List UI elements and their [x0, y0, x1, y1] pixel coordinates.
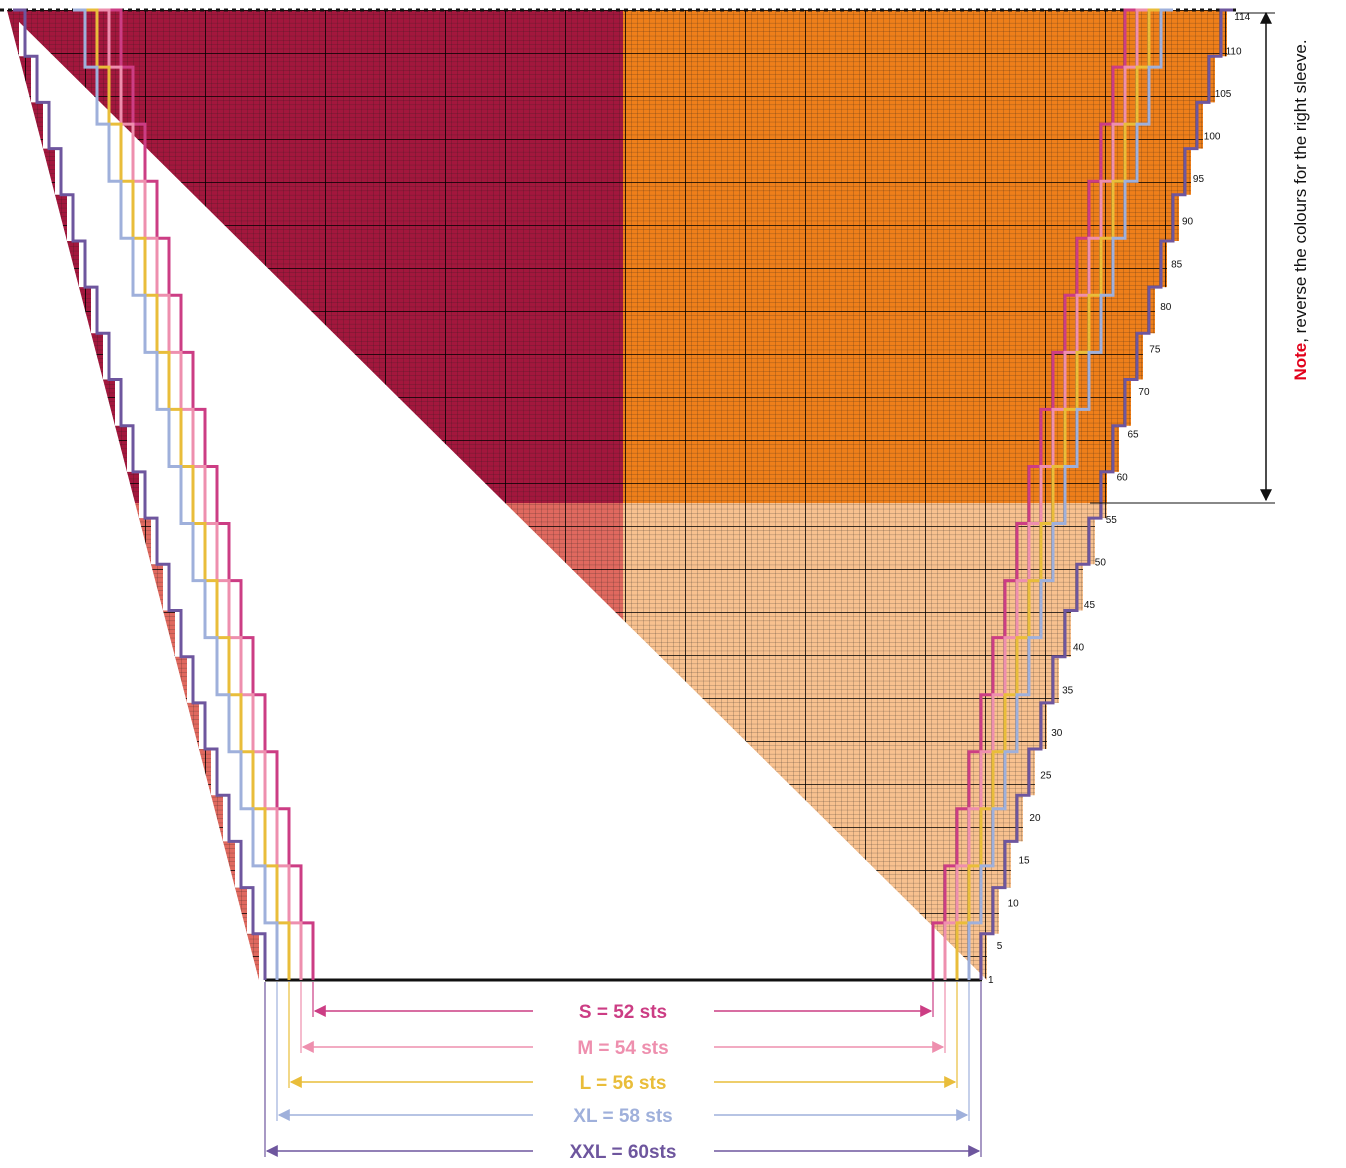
row-numbers: 1141101051009590858075706560555045403530…: [988, 12, 1251, 986]
upper-section-bracket: [1090, 11, 1275, 504]
chart-body: [7, 10, 1239, 980]
row-number: 10: [1008, 898, 1020, 909]
row-number: 100: [1204, 132, 1221, 143]
row-number: 110: [1226, 46, 1242, 57]
note-label: Note: [1291, 342, 1310, 381]
size-label-m: M = 54 sts: [577, 1038, 668, 1059]
row-number: 55: [1106, 515, 1118, 526]
note-body: , reverse the colours for the right slee…: [1291, 39, 1310, 343]
outline-m-right: [943, 8, 1149, 980]
note-text: Note, reverse the colours for the right …: [1291, 0, 1311, 460]
outline-s-right: [931, 8, 1137, 980]
row-number: 35: [1062, 685, 1074, 696]
row-number: 15: [1019, 856, 1031, 867]
lower-left-block: [7, 503, 623, 980]
row-number: 75: [1149, 345, 1161, 356]
row-number: 70: [1138, 387, 1150, 398]
outline-s-left: [109, 8, 315, 980]
row-number: 95: [1193, 174, 1205, 185]
size-outlines: [13, 8, 1233, 980]
row-number: 25: [1040, 771, 1052, 782]
row-number: 20: [1029, 813, 1041, 824]
row-number: 114: [1234, 12, 1250, 23]
row-number: 105: [1215, 89, 1232, 100]
size-measures: S = 52 sts M = 54 sts L = 56 sts XL = 58 st…: [264, 982, 982, 1163]
outline-xl-right: [967, 8, 1173, 980]
outline-l-left: [85, 8, 291, 980]
row-number: 1: [988, 975, 994, 986]
size-label-xl: XL = 58 sts: [573, 1106, 672, 1127]
row-number: 5: [997, 941, 1003, 952]
row-number: 90: [1182, 217, 1194, 228]
coarse-grid: [7, 10, 1239, 980]
row-number: 30: [1051, 728, 1063, 739]
size-label-s: S = 52 sts: [579, 1002, 667, 1023]
row-number: 50: [1095, 558, 1107, 569]
outline-xxl-left: [13, 8, 267, 980]
row-number: 40: [1073, 643, 1085, 654]
row-number: 60: [1117, 472, 1129, 483]
size-label-xxl: XXL = 60sts: [570, 1142, 677, 1163]
outline-m-left: [97, 8, 303, 980]
row-number: 45: [1084, 600, 1096, 611]
row-number: 65: [1128, 430, 1140, 441]
outline-xl-left: [73, 8, 279, 980]
outline-xxl-right: [979, 8, 1233, 980]
size-label-l: L = 56 sts: [580, 1073, 667, 1094]
row-number: 85: [1171, 259, 1183, 270]
outline-l-right: [955, 8, 1161, 980]
row-number: 80: [1160, 302, 1172, 313]
